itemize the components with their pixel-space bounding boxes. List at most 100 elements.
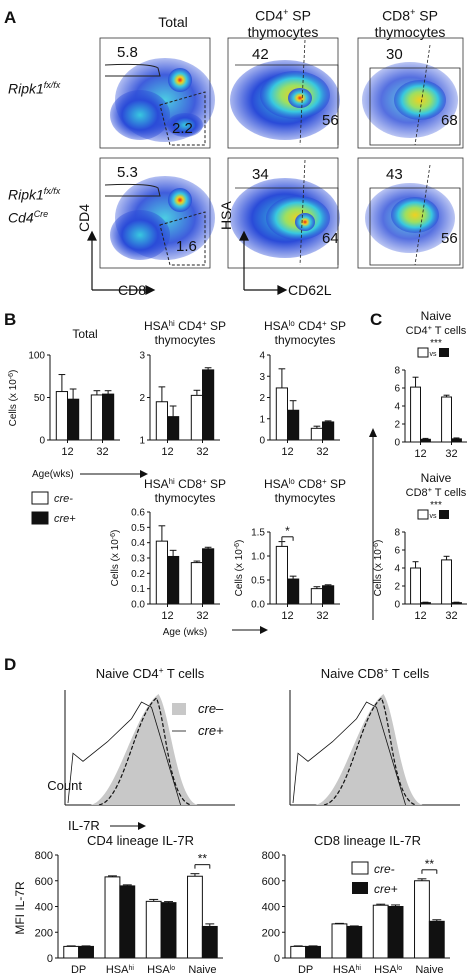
mfi-0-ytick-label: 600 xyxy=(35,876,53,888)
chart-c0-title: Naive xyxy=(421,309,452,323)
mfi-1-ytick-label: 600 xyxy=(262,876,280,888)
plot-cd4sp-r2 xyxy=(227,157,340,269)
mfi-1-bar-cre-plus xyxy=(346,925,363,959)
pct-cd8-r2-hi: 43 xyxy=(386,166,403,183)
chart-b4-ytick-label: 0.5 xyxy=(251,576,265,587)
pct-total-r2-cd8: 1.6 xyxy=(176,238,197,255)
hist-1-title: Naive CD8+ T cells xyxy=(321,665,430,681)
plot-cd4sp-r1 xyxy=(227,37,340,149)
chart-b1-xtick-label: 12 xyxy=(161,446,173,458)
legend-cre-minus-swatch xyxy=(31,491,49,505)
chart-c1-ytick-label: 8 xyxy=(394,528,400,539)
panel-d-charts: Naive CD4+ T cells Naive CD8+ T cells cre–… xyxy=(13,665,460,976)
chart-b0-xtick-label: 12 xyxy=(61,446,73,458)
legend-cre-minus-label: cre- xyxy=(54,493,73,505)
pct-cd8-r2-lo: 56 xyxy=(441,230,458,247)
mfi-0-sig: ** xyxy=(198,852,208,866)
mfi-legend-cre-plus-label: cre+ xyxy=(374,882,398,896)
panel-a-letter: A xyxy=(4,8,17,27)
chart-b1-bar-cre-minus xyxy=(190,394,204,441)
chart-b3-xtick-label: 32 xyxy=(196,610,208,622)
chart-b0-bar-cre-plus xyxy=(102,393,115,441)
chart-b2-xtick-label: 32 xyxy=(316,446,328,458)
panel-c-arrow-head xyxy=(369,428,377,437)
age-arrow-head xyxy=(140,470,148,478)
chart-b4-xtick-label: 32 xyxy=(316,610,328,622)
hist-count-label: Count xyxy=(47,778,82,793)
mfi-1-ytick-label: 400 xyxy=(262,902,280,914)
mfi-0-xtick-label: Naive xyxy=(188,964,216,976)
chart-b3-bar-cre-minus xyxy=(155,540,169,605)
chart-b1-bar-cre-plus xyxy=(202,369,215,441)
panel-b-letter: B xyxy=(4,310,17,329)
plot-cd8sp-r2 xyxy=(357,157,464,269)
chart-c0-vs-white xyxy=(417,347,429,358)
mfi-1-ytick-label: 800 xyxy=(262,850,280,862)
chart-b4-ytick-label: 0.0 xyxy=(251,600,265,611)
pct-total-r2-dp: 5.3 xyxy=(117,164,138,181)
chart-c0-bar-cre-plus xyxy=(451,438,462,443)
chart-b0-bar-cre-minus xyxy=(55,391,68,441)
mfi-1-ytick-label: 0 xyxy=(274,953,280,965)
hist-0-cre-minus-fill xyxy=(90,694,198,805)
mfi-legend-cre-minus-label: cre- xyxy=(374,862,395,876)
hist-il7r-label: IL-7R xyxy=(68,818,100,833)
row-label-cd4cre: Ripk1fx/fx Cd4Cre xyxy=(8,186,61,226)
chart-c0-xtick-label: 12 xyxy=(414,448,426,460)
chart-b0-bar-cre-minus xyxy=(90,394,104,441)
chart-b1-xtick-label: 32 xyxy=(196,446,208,458)
mfi-1-sig: ** xyxy=(425,857,435,871)
chart-b0-title: Total xyxy=(72,327,97,341)
hist-legend-cre-minus-swatch xyxy=(172,703,186,715)
mfi-0-bar-cre-minus xyxy=(63,945,80,959)
mfi-0-bar-cre-minus xyxy=(104,876,121,959)
axis-cd62l: CD62L xyxy=(288,282,332,298)
chart-b0-bar-cre-plus xyxy=(67,398,80,441)
mfi-1-bar-cre-plus xyxy=(428,920,445,959)
mfi-0-bar-cre-plus xyxy=(119,885,136,959)
mfi-0-xtick-label: HSAlo xyxy=(147,964,175,976)
chart-c1-bar-cre-minus xyxy=(410,567,421,605)
mfi-1-bar-cre-minus xyxy=(331,923,348,959)
mfi-1-bar-cre-plus xyxy=(305,945,321,959)
chart-c1-ytick-label: 6 xyxy=(394,546,400,557)
mfi-1-bar-cre-minus xyxy=(290,945,307,959)
pct-cd4-r2-lo: 64 xyxy=(322,230,339,247)
hist-1-cre-minus-fill xyxy=(315,694,423,805)
chart-b4-bar-cre-minus xyxy=(310,588,323,605)
mfi-0-ytick-label: 200 xyxy=(35,927,53,939)
chart-c1-ytick-label: 2 xyxy=(394,582,400,593)
chart-c0-ytick-label: 0 xyxy=(394,438,400,449)
col-title-cd8sp: CD8+ SP thymocytes xyxy=(374,7,446,40)
pct-cd4-r1-hi: 42 xyxy=(252,46,269,63)
chart-c1-vs-black xyxy=(439,510,449,519)
chart-b2-bar-cre-plus xyxy=(322,421,335,441)
axis-arrows xyxy=(87,230,288,295)
chart-c1-sig: *** xyxy=(430,500,442,511)
chart-b3-ytick-label: 0.5 xyxy=(131,523,145,534)
chart-b0-ytick-label: 0 xyxy=(39,436,45,447)
mfi-0-bar-cre-minus xyxy=(145,900,162,959)
chart-b0-ytick-label: 100 xyxy=(28,351,45,362)
mfi-1-xtick-label: HSAhi xyxy=(333,964,362,976)
chart-c1-bar-cre-minus xyxy=(441,559,452,605)
mfi-1-bar-cre-minus xyxy=(414,880,430,959)
pct-cd8-r1-hi: 30 xyxy=(386,46,403,63)
panel-d-letter: D xyxy=(4,655,17,674)
mfi-0-xtick-label: DP xyxy=(71,964,86,976)
chart-b2-ytick-label: 0 xyxy=(259,436,265,447)
chart-b2-bar-cre-minus xyxy=(310,427,323,441)
chart-b3-bar-cre-plus xyxy=(167,555,180,605)
chart-b1-bar-cre-plus xyxy=(167,416,180,441)
chart-c1-ytick-label: 0 xyxy=(394,600,400,611)
mfi-0-bar-cre-plus xyxy=(160,902,177,959)
panel-c-letter: C xyxy=(370,310,383,329)
pct-cd8-r1-lo: 68 xyxy=(441,112,458,129)
chart-c0-title-line2: CD4+ T cells xyxy=(406,324,467,337)
chart-c1-xtick-label: 12 xyxy=(414,610,426,622)
plot-total-r1 xyxy=(99,37,215,149)
chart-c0-bar-cre-minus xyxy=(410,386,421,443)
flow-plots xyxy=(87,37,464,295)
mfi-0-bar-cre-plus xyxy=(78,945,94,959)
chart-b3-age-label: Age (wks) xyxy=(163,627,207,638)
